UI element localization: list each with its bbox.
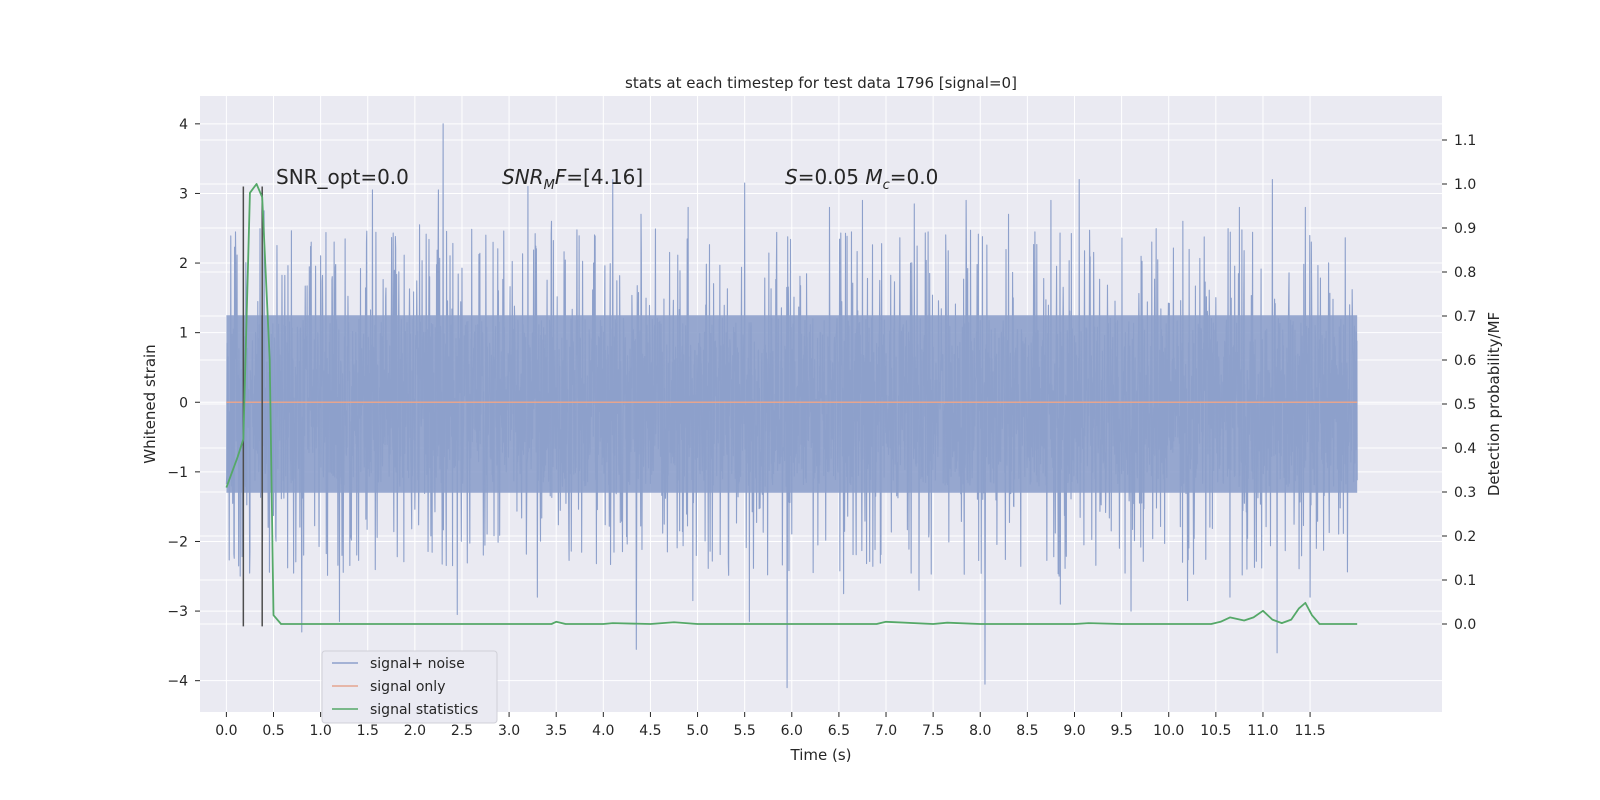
x-tick-label: 6.0 bbox=[781, 723, 803, 739]
y-tick-label: 2 bbox=[179, 256, 188, 272]
y2-tick-label: 0.5 bbox=[1454, 397, 1476, 413]
y2-tick-label: 0.3 bbox=[1454, 485, 1476, 501]
annotation-snr-opt: SNR_opt=0.0 bbox=[276, 165, 409, 189]
x-tick-label: 11.0 bbox=[1247, 723, 1278, 739]
x-tick-label: 5.5 bbox=[734, 723, 756, 739]
x-tick-label: 7.5 bbox=[922, 723, 944, 739]
y-tick-label: 0 bbox=[179, 395, 188, 411]
x-tick-label: 10.5 bbox=[1200, 723, 1231, 739]
y2-tick-label: 0.0 bbox=[1454, 617, 1476, 633]
x-tick-label: 8.5 bbox=[1016, 723, 1038, 739]
y2-tick-label: 0.6 bbox=[1454, 353, 1476, 369]
x-tick-label: 9.5 bbox=[1110, 723, 1132, 739]
y2-axis-label: Detection probability/MF bbox=[1485, 312, 1503, 496]
y-axis-label: Whitened strain bbox=[141, 344, 159, 463]
x-tick-label: 4.0 bbox=[592, 723, 614, 739]
x-axis-ticks: 0.0 0.5 1.0 1.5 2.0 2.5 3.0 3.5 4.0 4.5 5.0 5.5 6.0 6… bbox=[215, 712, 1326, 739]
x-tick-label: 2.0 bbox=[404, 723, 426, 739]
annotations: SNR_opt=0.0 SNRMF=[4.16] S=0.05 Mc=0.0 bbox=[276, 165, 938, 193]
x-tick-label: 2.5 bbox=[451, 723, 473, 739]
y2-tick-label: 1.0 bbox=[1454, 177, 1476, 193]
x-tick-label: 10.0 bbox=[1153, 723, 1184, 739]
chart-title: stats at each timestep for test data 179… bbox=[625, 74, 1017, 92]
y2-axis-ticks: 0.0 0.1 0.2 0.3 0.4 0.5 0.6 0.7 0.8 0.9 1.0 1.1 bbox=[1442, 133, 1476, 633]
x-tick-label: 0.5 bbox=[262, 723, 284, 739]
y2-tick-label: 1.1 bbox=[1454, 133, 1476, 149]
x-tick-label: 1.0 bbox=[309, 723, 331, 739]
signal-statistics-line bbox=[225, 183, 1358, 625]
legend-label-signal-only: signal only bbox=[370, 679, 445, 695]
x-tick-label: 11.5 bbox=[1294, 723, 1325, 739]
x-tick-label: 4.5 bbox=[639, 723, 661, 739]
legend: signal+ noise signal only signal statist… bbox=[321, 650, 498, 724]
y2-tick-label: 0.4 bbox=[1454, 441, 1476, 457]
x-tick-label: 3.0 bbox=[498, 723, 520, 739]
x-tick-label: 0.0 bbox=[215, 723, 237, 739]
y-tick-label: −3 bbox=[167, 604, 188, 620]
x-tick-label: 6.5 bbox=[828, 723, 850, 739]
annotation-snr-mf: SNRMF=[4.16] bbox=[502, 165, 643, 193]
x-tick-label: 1.5 bbox=[357, 723, 379, 739]
x-axis-label: Time (s) bbox=[790, 746, 852, 764]
legend-label-signal-noise: signal+ noise bbox=[370, 656, 465, 672]
y-tick-label: −2 bbox=[167, 534, 188, 550]
y2-tick-label: 0.7 bbox=[1454, 309, 1476, 325]
y-axis-ticks: −4 −3 −2 −1 0 1 2 3 4 bbox=[167, 117, 200, 690]
y2-tick-label: 0.9 bbox=[1454, 221, 1476, 237]
annotation-s-mc: S=0.05 Mc=0.0 bbox=[785, 165, 938, 193]
y2-tick-label: 0.1 bbox=[1454, 573, 1476, 589]
x-tick-label: 8.0 bbox=[969, 723, 991, 739]
y2-tick-label: 0.8 bbox=[1454, 265, 1476, 281]
x-tick-label: 7.0 bbox=[875, 723, 897, 739]
y-tick-label: 4 bbox=[179, 117, 188, 133]
series-signal-statistics bbox=[225, 183, 1358, 625]
x-tick-label: 9.0 bbox=[1063, 723, 1085, 739]
x-tick-label: 3.5 bbox=[545, 723, 567, 739]
y-tick-label: 1 bbox=[179, 326, 188, 342]
series-signal-noise bbox=[225, 123, 1358, 689]
y-tick-label: 3 bbox=[179, 186, 188, 202]
x-tick-label: 5.0 bbox=[686, 723, 708, 739]
y-tick-label: −4 bbox=[167, 674, 188, 690]
noise-line bbox=[225, 123, 1358, 689]
legend-label-signal-statistics: signal statistics bbox=[370, 702, 478, 718]
y-tick-label: −1 bbox=[167, 465, 188, 481]
y2-tick-label: 0.2 bbox=[1454, 529, 1476, 545]
legend-box bbox=[321, 650, 498, 724]
